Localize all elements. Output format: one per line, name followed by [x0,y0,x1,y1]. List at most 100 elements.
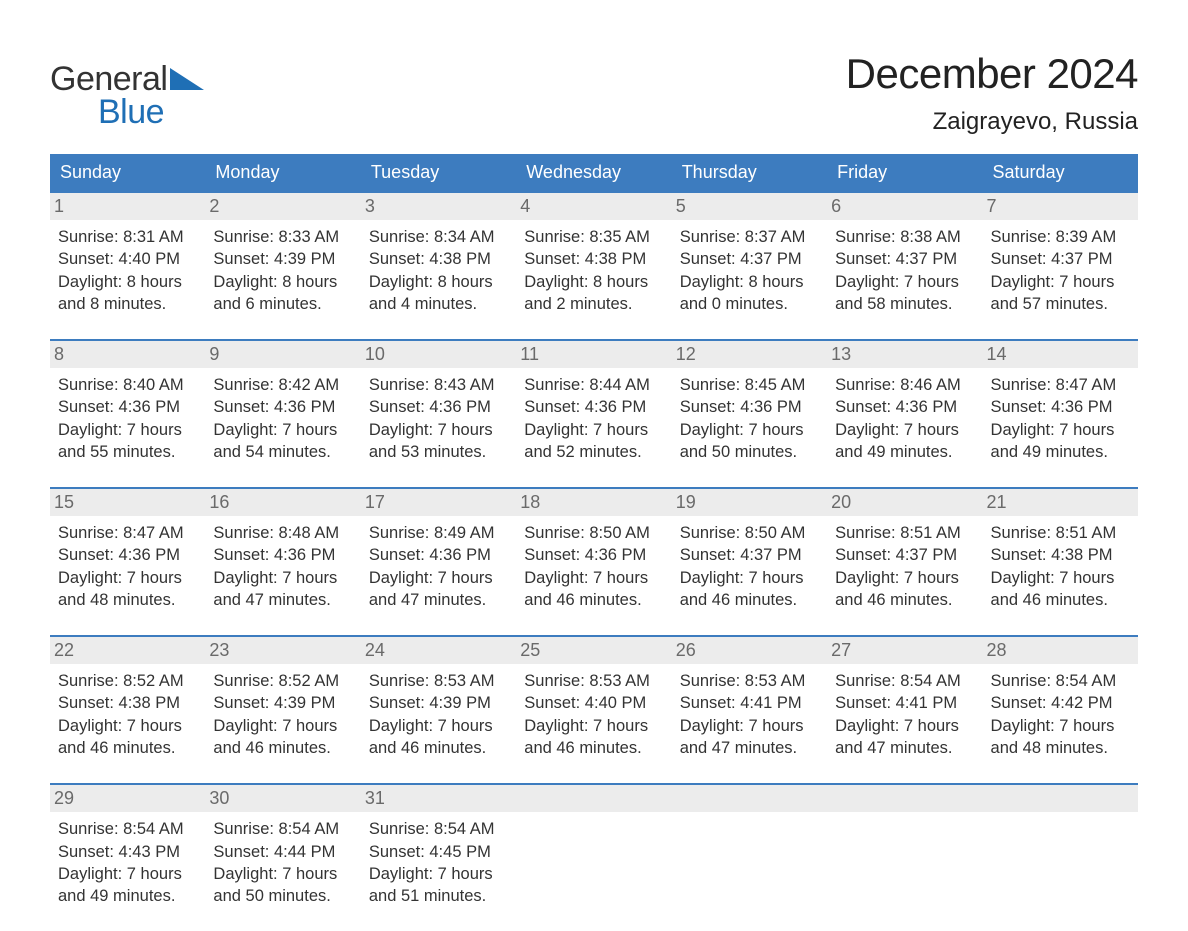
day-cell: 21 Sunrise: 8:51 AMSunset: 4:38 PMDayligh… [983,489,1138,635]
day-details: Sunrise: 8:54 AMSunset: 4:44 PMDaylight:… [211,818,354,907]
day-cell: 8 Sunrise: 8:40 AMSunset: 4:36 PMDaylight… [50,341,205,487]
day-cell: 19 Sunrise: 8:50 AMSunset: 4:37 PMDayligh… [672,489,827,635]
day-details: Sunrise: 8:43 AMSunset: 4:36 PMDaylight:… [367,374,510,463]
day-cell: 7 Sunrise: 8:39 AMSunset: 4:37 PMDaylight… [983,193,1138,339]
week-row: 1 Sunrise: 8:31 AMSunset: 4:40 PMDaylight… [50,191,1138,339]
calendar-grid: SundayMondayTuesdayWednesdayThursdayFrid… [50,154,1138,931]
day-number: 20 [827,489,982,516]
day-details: Sunrise: 8:52 AMSunset: 4:38 PMDaylight:… [56,670,199,759]
day-number: 10 [361,341,516,368]
day-details: Sunrise: 8:34 AMSunset: 4:38 PMDaylight:… [367,226,510,315]
day-cell-empty [983,785,1138,931]
day-cell: 1 Sunrise: 8:31 AMSunset: 4:40 PMDaylight… [50,193,205,339]
day-details: Sunrise: 8:54 AMSunset: 4:45 PMDaylight:… [367,818,510,907]
calendar-page: General Blue December 2024 Zaigrayevo, R… [0,0,1188,931]
day-cell: 28 Sunrise: 8:54 AMSunset: 4:42 PMDayligh… [983,637,1138,783]
day-cell-empty [827,785,982,931]
day-number: 23 [205,637,360,664]
day-details: Sunrise: 8:39 AMSunset: 4:37 PMDaylight:… [989,226,1132,315]
day-details: Sunrise: 8:50 AMSunset: 4:37 PMDaylight:… [678,522,821,611]
day-cell-empty [672,785,827,931]
month-title: December 2024 [846,50,1138,98]
day-details: Sunrise: 8:48 AMSunset: 4:36 PMDaylight:… [211,522,354,611]
day-cell: 3Sunrise: 8:34 AMSunset: 4:38 PMDaylight… [361,193,516,339]
day-details: Sunrise: 8:51 AMSunset: 4:37 PMDaylight:… [833,522,976,611]
weekday-header-wednesday: Wednesday [516,154,671,191]
day-number: 11 [516,341,671,368]
weekday-header-row: SundayMondayTuesdayWednesdayThursdayFrid… [50,154,1138,191]
title-block: December 2024 Zaigrayevo, Russia [846,50,1138,136]
day-cell: 26 Sunrise: 8:53 AMSunset: 4:41 PMDayligh… [672,637,827,783]
day-number: 21 [983,489,1138,516]
day-number: 7 [983,193,1138,220]
day-details: Sunrise: 8:47 AMSunset: 4:36 PMDaylight:… [56,522,199,611]
day-cell: 4Sunrise: 8:35 AMSunset: 4:38 PMDaylight… [516,193,671,339]
weekday-header-saturday: Saturday [983,154,1138,191]
day-details: Sunrise: 8:42 AMSunset: 4:36 PMDaylight:… [211,374,354,463]
logo-triangle-icon [170,68,204,95]
day-number: 5 [672,193,827,220]
day-cell: 25 Sunrise: 8:53 AMSunset: 4:40 PMDayligh… [516,637,671,783]
day-number: 1 [50,193,205,220]
day-number: 24 [361,637,516,664]
day-details: Sunrise: 8:40 AMSunset: 4:36 PMDaylight:… [56,374,199,463]
day-number [983,785,1138,812]
day-number: 8 [50,341,205,368]
day-number: 16 [205,489,360,516]
day-details: Sunrise: 8:53 AMSunset: 4:41 PMDaylight:… [678,670,821,759]
week-row: 29 Sunrise: 8:54 AMSunset: 4:43 PMDayligh… [50,783,1138,931]
day-details: Sunrise: 8:31 AMSunset: 4:40 PMDaylight:… [56,226,199,315]
day-number: 13 [827,341,982,368]
week-row: 22Sunrise: 8:52 AMSunset: 4:38 PMDayligh… [50,635,1138,783]
day-details: Sunrise: 8:54 AMSunset: 4:41 PMDaylight:… [833,670,976,759]
day-number: 31 [361,785,516,812]
weekday-header-thursday: Thursday [672,154,827,191]
day-cell: 22Sunrise: 8:52 AMSunset: 4:38 PMDayligh… [50,637,205,783]
day-cell: 29 Sunrise: 8:54 AMSunset: 4:43 PMDayligh… [50,785,205,931]
day-details: Sunrise: 8:52 AMSunset: 4:39 PMDaylight:… [211,670,354,759]
day-details: Sunrise: 8:38 AMSunset: 4:37 PMDaylight:… [833,226,976,315]
day-cell: 6 Sunrise: 8:38 AMSunset: 4:37 PMDaylight… [827,193,982,339]
day-cell: 9 Sunrise: 8:42 AMSunset: 4:36 PMDaylight… [205,341,360,487]
day-details: Sunrise: 8:53 AMSunset: 4:39 PMDaylight:… [367,670,510,759]
logo-text-blue: Blue [98,93,204,132]
day-details: Sunrise: 8:54 AMSunset: 4:42 PMDaylight:… [989,670,1132,759]
day-number: 9 [205,341,360,368]
logo: General Blue [50,50,204,132]
day-cell: 31 Sunrise: 8:54 AMSunset: 4:45 PMDayligh… [361,785,516,931]
weekday-header-tuesday: Tuesday [361,154,516,191]
weekday-header-friday: Friday [827,154,982,191]
day-details: Sunrise: 8:54 AMSunset: 4:43 PMDaylight:… [56,818,199,907]
weekday-header-sunday: Sunday [50,154,205,191]
day-number: 2 [205,193,360,220]
day-details: Sunrise: 8:37 AMSunset: 4:37 PMDaylight:… [678,226,821,315]
day-details: Sunrise: 8:53 AMSunset: 4:40 PMDaylight:… [522,670,665,759]
day-details: Sunrise: 8:35 AMSunset: 4:38 PMDaylight:… [522,226,665,315]
day-number: 6 [827,193,982,220]
day-details: Sunrise: 8:47 AMSunset: 4:36 PMDaylight:… [989,374,1132,463]
day-cell: 23 Sunrise: 8:52 AMSunset: 4:39 PMDayligh… [205,637,360,783]
day-details: Sunrise: 8:50 AMSunset: 4:36 PMDaylight:… [522,522,665,611]
weekday-header-monday: Monday [205,154,360,191]
day-details: Sunrise: 8:51 AMSunset: 4:38 PMDaylight:… [989,522,1132,611]
weeks-container: 1 Sunrise: 8:31 AMSunset: 4:40 PMDaylight… [50,191,1138,931]
day-number: 19 [672,489,827,516]
day-number [827,785,982,812]
day-number: 28 [983,637,1138,664]
day-number: 29 [50,785,205,812]
day-number: 26 [672,637,827,664]
day-number: 25 [516,637,671,664]
day-number: 30 [205,785,360,812]
day-details: Sunrise: 8:49 AMSunset: 4:36 PMDaylight:… [367,522,510,611]
day-cell: 14Sunrise: 8:47 AMSunset: 4:36 PMDayligh… [983,341,1138,487]
day-number: 15 [50,489,205,516]
week-row: 8 Sunrise: 8:40 AMSunset: 4:36 PMDaylight… [50,339,1138,487]
day-cell: 27Sunrise: 8:54 AMSunset: 4:41 PMDayligh… [827,637,982,783]
day-cell: 16 Sunrise: 8:48 AMSunset: 4:36 PMDayligh… [205,489,360,635]
day-details: Sunrise: 8:45 AMSunset: 4:36 PMDaylight:… [678,374,821,463]
day-cell: 30 Sunrise: 8:54 AMSunset: 4:44 PMDayligh… [205,785,360,931]
day-cell: 2 Sunrise: 8:33 AMSunset: 4:39 PMDaylight… [205,193,360,339]
day-number: 17 [361,489,516,516]
day-details: Sunrise: 8:33 AMSunset: 4:39 PMDaylight:… [211,226,354,315]
location-label: Zaigrayevo, Russia [846,108,1138,136]
